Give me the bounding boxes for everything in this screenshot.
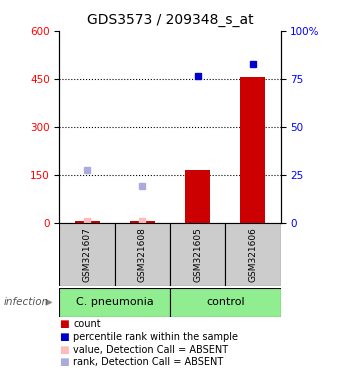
Bar (225, 223, 280, 286)
Text: ■: ■ (59, 332, 69, 342)
Text: C. pneumonia: C. pneumonia (76, 297, 154, 308)
Text: ■: ■ (59, 358, 69, 367)
Bar (240, 77, 265, 223)
Text: count: count (73, 319, 101, 329)
Text: value, Detection Call = ABSENT: value, Detection Call = ABSENT (73, 345, 228, 355)
Text: infection: infection (3, 297, 49, 308)
Text: rank, Detection Call = ABSENT: rank, Detection Call = ABSENT (73, 358, 223, 367)
Text: GSM321608: GSM321608 (138, 227, 147, 282)
Bar (115, 223, 170, 286)
Text: GSM321605: GSM321605 (193, 227, 202, 282)
Text: GSM321606: GSM321606 (249, 227, 257, 282)
Bar (185, 170, 210, 223)
Text: percentile rank within the sample: percentile rank within the sample (73, 332, 238, 342)
Bar (130, 221, 155, 223)
Bar (170, 223, 225, 286)
Bar (75, 221, 100, 223)
Bar (170, 288, 280, 317)
Text: control: control (206, 297, 244, 308)
Text: GSM321607: GSM321607 (83, 227, 91, 282)
Title: GDS3573 / 209348_s_at: GDS3573 / 209348_s_at (87, 13, 253, 27)
Bar (59, 288, 170, 317)
Bar (59, 223, 115, 286)
Text: ■: ■ (59, 345, 69, 355)
Text: ■: ■ (59, 319, 69, 329)
